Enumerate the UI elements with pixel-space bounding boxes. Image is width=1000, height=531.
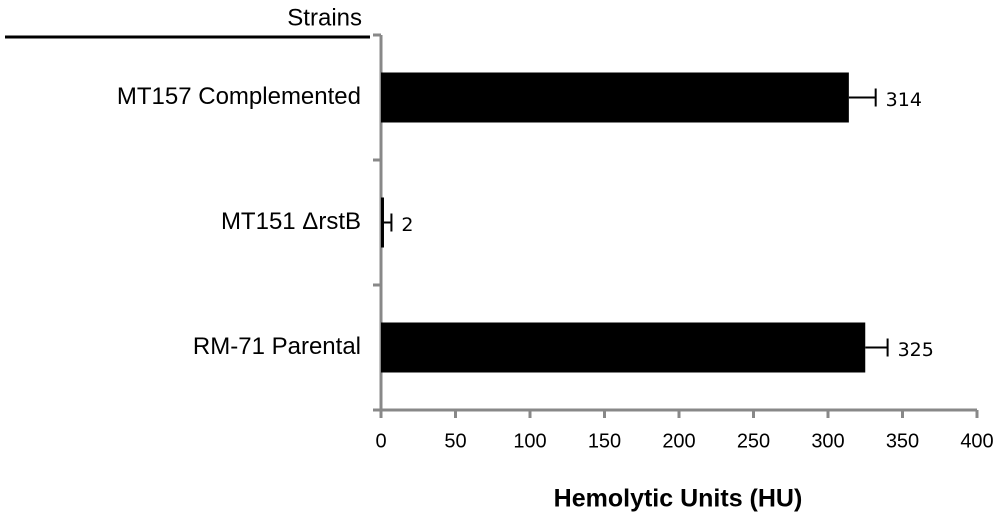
category-label: MT151 ΔrstB: [221, 208, 361, 235]
category-label: RM-71 Parental: [193, 333, 361, 360]
x-axis-title: Hemolytic Units (HU): [554, 485, 803, 513]
x-tick-label: 300: [811, 430, 844, 452]
bar: [381, 72, 849, 123]
x-tick-label: 350: [886, 430, 919, 452]
x-tick-label: 200: [662, 430, 695, 452]
x-tick-label: 50: [444, 430, 466, 452]
value-label: 314: [886, 89, 922, 111]
category-label: MT157 Complemented: [117, 83, 361, 110]
value-label: 2: [401, 214, 413, 236]
x-tick-label: 0: [375, 430, 386, 452]
x-tick-label: 400: [960, 430, 993, 452]
y-axis-title: Strains: [287, 4, 362, 31]
x-tick-label: 250: [737, 430, 770, 452]
bar: [381, 197, 384, 248]
x-tick-label: 100: [513, 430, 546, 452]
x-tick-label: 150: [588, 430, 621, 452]
value-label: 325: [898, 339, 934, 361]
bar: [381, 322, 866, 373]
